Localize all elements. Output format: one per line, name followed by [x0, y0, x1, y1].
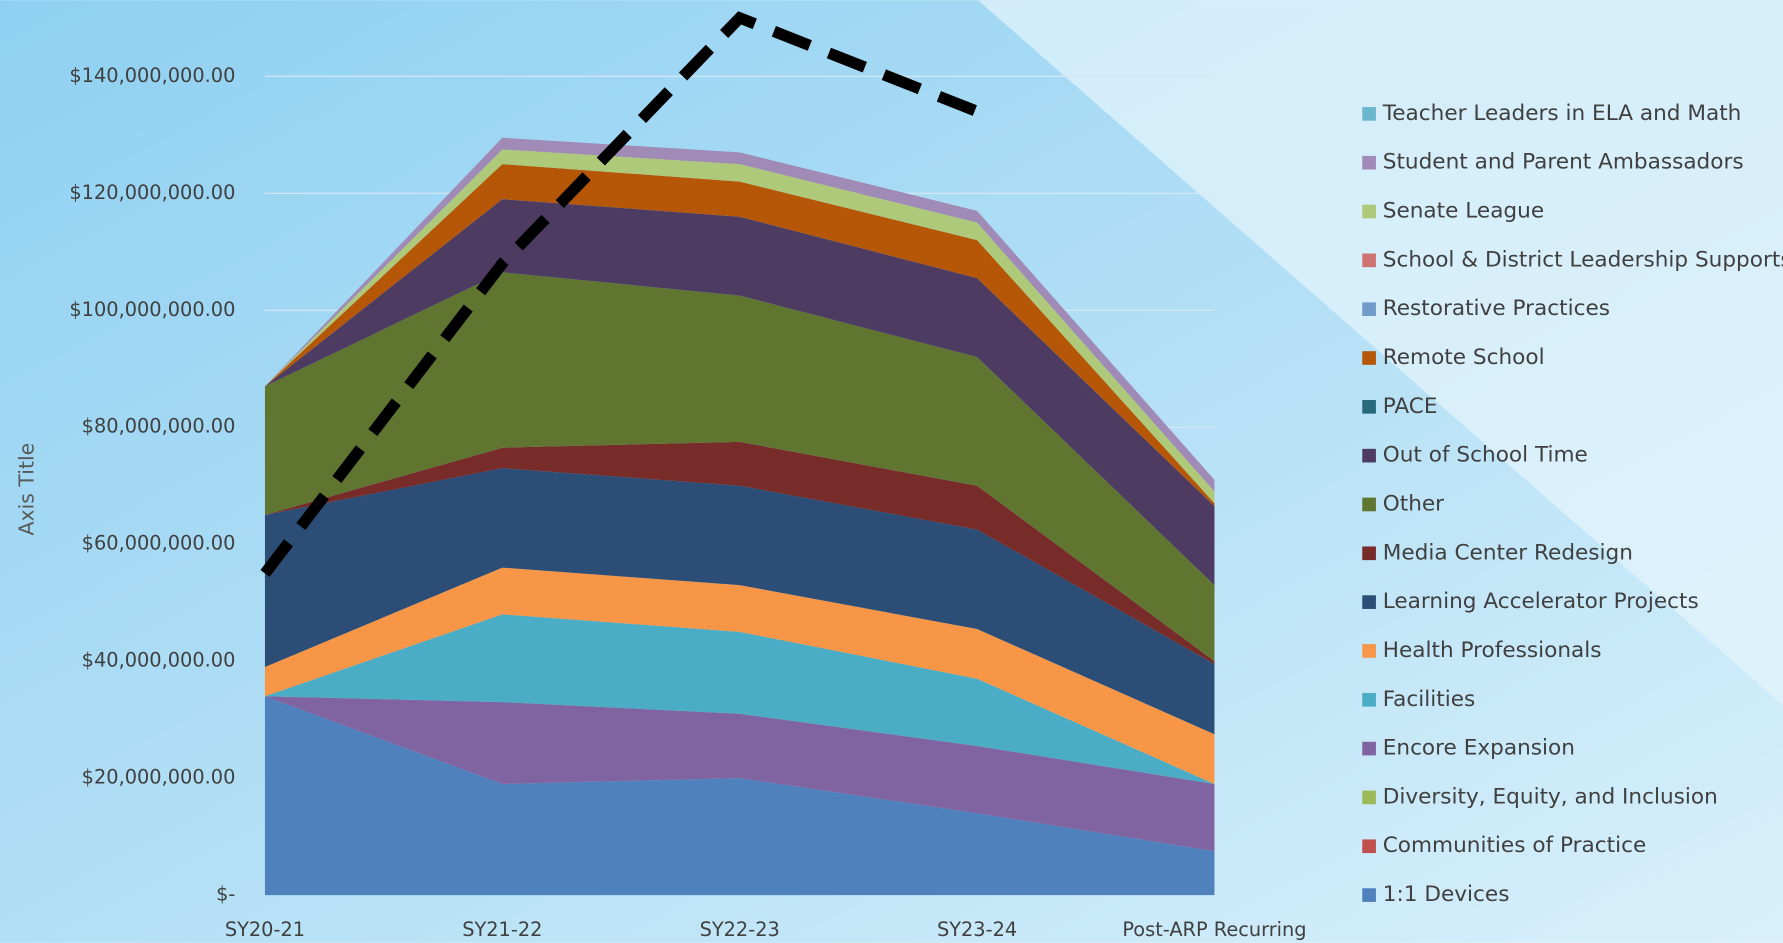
area [264, 696, 1215, 852]
legend-label: Facilities [1383, 687, 1476, 712]
legend-label: Student and Parent Ambassadors [1383, 150, 1744, 175]
legend-label: Health Professionals [1383, 638, 1602, 663]
area [264, 164, 1215, 507]
legend-swatch [1362, 546, 1376, 561]
legend-swatch [1362, 204, 1376, 219]
x-tick-label: Post-ARP Recurring [1122, 918, 1306, 941]
legend-label: Learning Accelerator Projects [1383, 589, 1699, 614]
legend-swatch [1362, 839, 1376, 854]
y-tick-label: $20,000,000.00 [82, 766, 236, 789]
legend-swatch [1362, 595, 1376, 609]
legend-swatch [1362, 497, 1376, 512]
legend-swatch [1362, 253, 1376, 268]
legend-swatch [1362, 888, 1376, 902]
legend-label: Diversity, Equity, and Inclusion [1383, 784, 1718, 809]
x-tick-label: SY21-22 [462, 918, 542, 941]
legend-swatch [1362, 644, 1376, 658]
legend-swatch [1362, 351, 1376, 365]
legend-label: PACE [1383, 394, 1438, 419]
area [264, 272, 1215, 662]
x-tick-label: SY22-23 [700, 918, 780, 941]
area [264, 567, 1215, 784]
y-tick-label: $80,000,000.00 [82, 415, 236, 438]
legend-swatch [1362, 741, 1376, 756]
legend-label: Other [1383, 491, 1444, 516]
legend-label: Communities of Practice [1383, 833, 1647, 858]
y-tick-label: $140,000,000.00 [69, 64, 235, 87]
x-tick-label: SY20-21 [225, 918, 305, 941]
x-tick-label: SY23-24 [937, 918, 1017, 941]
legend-swatch [1362, 790, 1376, 805]
legend-swatch [1362, 155, 1376, 170]
legend-label: Media Center Redesign [1383, 540, 1633, 565]
legend-label: Encore Expansion [1383, 736, 1575, 761]
legend-swatch [1362, 692, 1376, 707]
legend-label: Remote School [1383, 345, 1545, 370]
area [264, 468, 1215, 735]
legend-label: Restorative Practices [1383, 296, 1610, 321]
area [264, 149, 1215, 504]
area [264, 696, 1215, 896]
area [264, 199, 1215, 586]
y-tick-label: $100,000,000.00 [69, 298, 235, 321]
legend-swatch [1362, 107, 1376, 121]
legend-swatch [1362, 302, 1376, 316]
y-tick-label: $120,000,000.00 [69, 181, 235, 204]
legend-swatch [1362, 448, 1376, 463]
legend-swatch [1362, 400, 1376, 414]
y-axis-title: Axis Title [14, 443, 38, 536]
background-shape [977, 0, 1783, 706]
legend-label: School & District Leadership Supports [1383, 247, 1783, 272]
legend-label: Out of School Time [1383, 443, 1588, 468]
overlay-line [260, 11, 980, 577]
area [264, 614, 1215, 784]
y-tick-label: $40,000,000.00 [82, 649, 236, 672]
legend-label: 1:1 Devices [1383, 882, 1510, 907]
y-tick-label: $60,000,000.00 [82, 532, 236, 555]
legend-label: Teacher Leaders in ELA and Math [1382, 101, 1742, 126]
plot: $- $20,000,000.00 $40,000,000.00 $60,000,00… [69, 11, 1783, 941]
y-tick-label: $- [216, 883, 235, 906]
legend-label: Senate League [1383, 199, 1544, 224]
area [264, 441, 1215, 665]
